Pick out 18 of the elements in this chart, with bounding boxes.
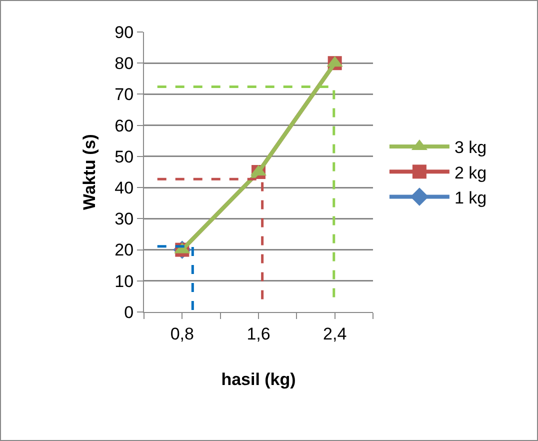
y-tick-label: 20 bbox=[114, 240, 134, 260]
y-tick-label: 10 bbox=[114, 272, 134, 291]
y-axis-title: Waktu (s) bbox=[80, 134, 100, 210]
x-tick-label: 0,8 bbox=[170, 324, 194, 344]
x-axis-title: hasil (kg) bbox=[221, 370, 296, 389]
y-tick-label: 30 bbox=[114, 210, 134, 229]
x-tick-label: 2,4 bbox=[323, 324, 347, 344]
y-tick-label: 60 bbox=[114, 116, 134, 136]
legend-label: 3 kg bbox=[454, 138, 487, 158]
y-tick-label: 90 bbox=[114, 22, 134, 42]
y-tick-label: 40 bbox=[114, 178, 134, 198]
y-tick-label: 70 bbox=[114, 85, 134, 104]
y-tick-label: 50 bbox=[114, 147, 134, 166]
y-tick-label: 0 bbox=[124, 302, 134, 322]
legend-label: 1 kg bbox=[454, 188, 487, 208]
y-tick-label: 80 bbox=[114, 54, 134, 74]
x-tick-label: 1,6 bbox=[246, 324, 270, 344]
legend-label: 2 kg bbox=[454, 163, 487, 182]
